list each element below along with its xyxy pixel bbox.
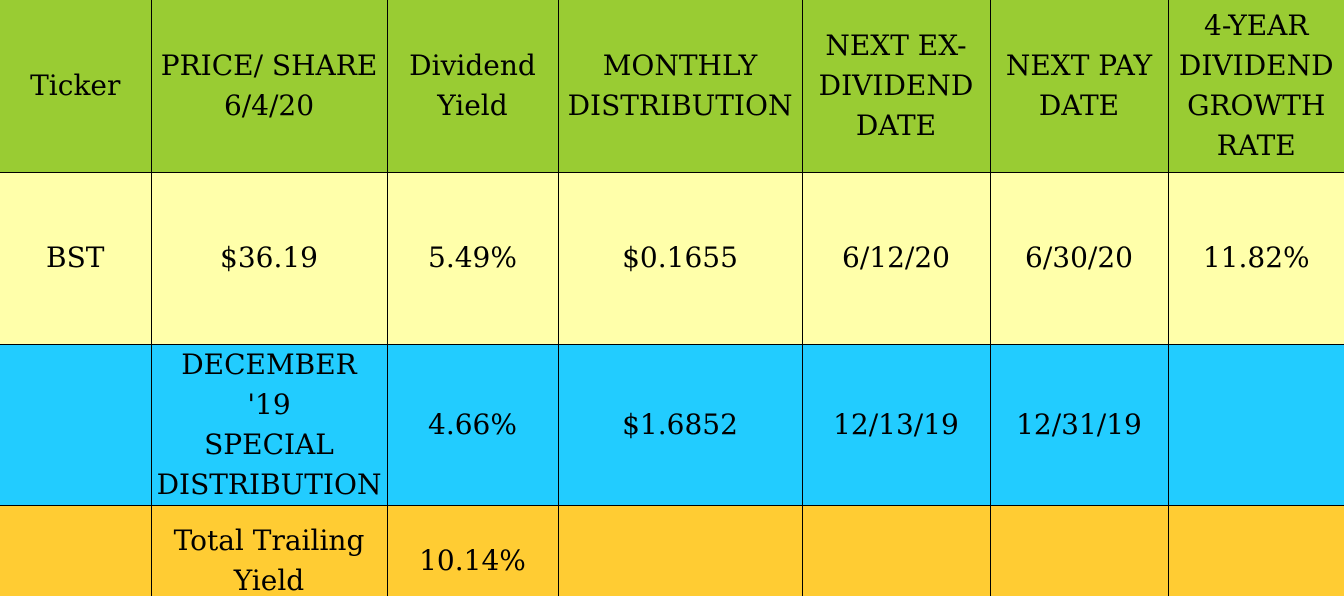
cell-ticker bbox=[0, 504, 152, 596]
header-dividend-growth-rate: 4-YEAR DIVIDEND GROWTH RATE bbox=[1167, 0, 1344, 173]
cell-distribution: $1.6852 bbox=[557, 343, 803, 506]
cell-yield: 10.14% bbox=[386, 504, 559, 596]
cell-ex-date: 6/12/20 bbox=[801, 171, 991, 345]
header-next-ex-dividend-date: NEXT EX- DIVIDEND DATE bbox=[801, 0, 991, 173]
table-row-special-distribution: DECEMBER '19 SPECIAL DISTRIBUTION 4.66% … bbox=[0, 343, 1344, 506]
cell-pay-date bbox=[989, 504, 1169, 596]
table-row-total-trailing-yield: Total Trailing Yield 10.14% bbox=[0, 504, 1344, 596]
cell-growth-rate bbox=[1167, 343, 1344, 506]
cell-ex-date: 12/13/19 bbox=[801, 343, 991, 506]
cell-ticker bbox=[0, 343, 152, 506]
header-monthly-distribution: MONTHLY DISTRIBUTION bbox=[557, 0, 803, 173]
cell-growth-rate bbox=[1167, 504, 1344, 596]
cell-label: DECEMBER '19 SPECIAL DISTRIBUTION bbox=[150, 343, 388, 506]
cell-yield: 4.66% bbox=[386, 343, 559, 506]
cell-label: Total Trailing Yield bbox=[150, 504, 388, 596]
header-price-share: PRICE/ SHARE 6/4/20 bbox=[150, 0, 388, 173]
cell-pay-date: 12/31/19 bbox=[989, 343, 1169, 506]
cell-distribution bbox=[557, 504, 803, 596]
cell-growth-rate: 11.82% bbox=[1167, 171, 1344, 345]
cell-ex-date bbox=[801, 504, 991, 596]
cell-ticker: BST bbox=[0, 171, 152, 345]
cell-yield: 5.49% bbox=[386, 171, 559, 345]
cell-pay-date: 6/30/20 bbox=[989, 171, 1169, 345]
cell-distribution: $0.1655 bbox=[557, 171, 803, 345]
cell-price: $36.19 bbox=[150, 171, 388, 345]
header-dividend-yield: Dividend Yield bbox=[386, 0, 559, 173]
table-header-row: Ticker PRICE/ SHARE 6/4/20 Dividend Yiel… bbox=[0, 0, 1344, 173]
table-row-bst: BST $36.19 5.49% $0.1655 6/12/20 6/30/20… bbox=[0, 171, 1344, 345]
header-next-pay-date: NEXT PAY DATE bbox=[989, 0, 1169, 173]
header-ticker: Ticker bbox=[0, 0, 152, 173]
